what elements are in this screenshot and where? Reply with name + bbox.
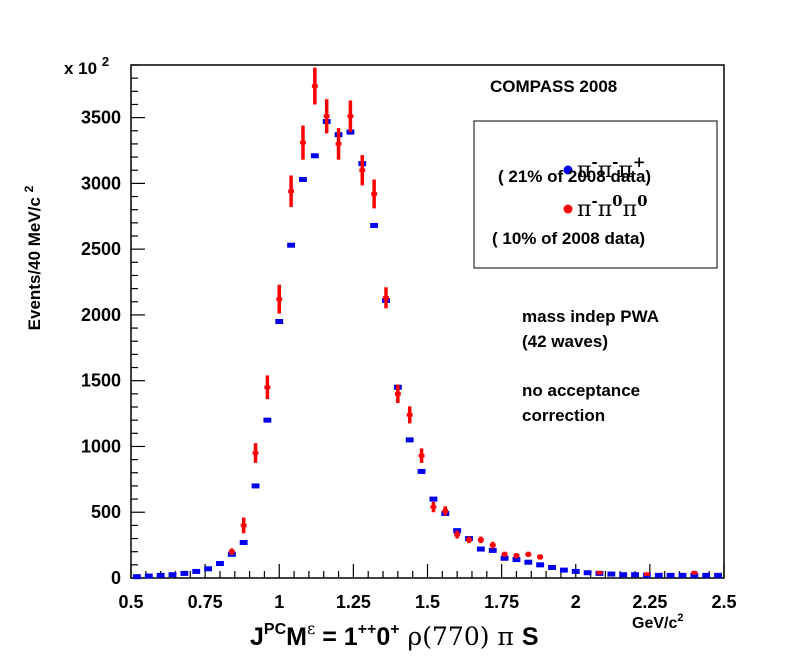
x-axis-label: JPCMε = 1++0+ ρ(770) π S: [250, 619, 539, 651]
data-point-series-1: [168, 572, 177, 578]
data-point-series-1: [607, 571, 616, 577]
data-point-series-1: [524, 559, 533, 565]
legend-label-series-1: π-π-π+: [577, 153, 645, 183]
x-tick-label: 0.5: [118, 592, 143, 612]
data-point-series-1: [548, 564, 556, 570]
data-point-series-1: [666, 572, 675, 578]
note-correction: correction: [522, 406, 605, 425]
data-point-series-1: [678, 572, 687, 578]
note-acceptance: no acceptance: [522, 381, 640, 400]
data-point-series-1: [299, 176, 307, 182]
data-point-series-1: [310, 153, 319, 159]
data-point-series-1: [263, 417, 272, 423]
data-point-series-1: [216, 561, 224, 567]
x-tick-label: 2: [571, 592, 581, 612]
data-point-series-1: [690, 572, 699, 578]
y-axis: 0 500 1000 1500 2000 2500 3000 3500: [81, 64, 145, 588]
experiment-label: COMPASS 2008: [490, 77, 617, 96]
y-tick-label: 1500: [81, 371, 121, 391]
y-axis-label-main: Events/40 MeV/c: [25, 197, 44, 330]
data-point-series-1: [654, 572, 663, 578]
data-point-series-1: [702, 572, 711, 578]
x-tick-label: 0.75: [188, 592, 223, 612]
x-axis-unit: GeV/c2: [632, 612, 683, 632]
y-tick-label: 3500: [81, 108, 121, 128]
x-tick-label: 1.25: [336, 592, 371, 612]
data-point-series-1: [287, 242, 296, 248]
data-point-series-1: [429, 496, 438, 502]
legend-label-series-2: π-π0π0: [577, 192, 648, 222]
data-point-series-1: [275, 319, 284, 324]
legend: π-π-π+ ( 21% of 2008 data) π-π0π0 ( 10% …: [473, 120, 718, 269]
x-tick-label: 1: [274, 592, 284, 612]
y-exponent-label: x 10 2: [64, 54, 109, 78]
x-tick-label: 2.25: [632, 592, 667, 612]
data-point-series-1: [239, 539, 248, 545]
data-point-series-1: [144, 573, 153, 579]
note-pwa: mass indep PWA: [522, 307, 659, 326]
legend-note-series-2: ( 10% of 2008 data): [492, 229, 645, 248]
data-point-series-1: [405, 437, 414, 443]
data-point-series-1: [512, 557, 521, 563]
legend-marker-series-1: [563, 165, 573, 175]
data-point-series-1: [559, 567, 568, 573]
data-point-series-1: [536, 562, 545, 568]
data-point-series-1: [488, 547, 497, 553]
data-point-series-1: [571, 568, 580, 574]
series-layer: [133, 67, 722, 580]
data-point-series-1: [583, 570, 592, 576]
legend-box: [473, 120, 718, 269]
y-axis-label: Events/40 MeV/c 2: [22, 185, 44, 330]
data-point-series-1: [631, 572, 639, 578]
x-tick-label: 2.5: [711, 592, 736, 612]
y-tick-label: 3000: [81, 173, 121, 193]
data-point-series-1: [133, 574, 141, 580]
x-tick-label: 1.5: [415, 592, 440, 612]
data-point-series-1: [156, 572, 165, 578]
x-axis: 0.5 0.75 1 1.25 1.5 1.75 2 2.25 2.5: [118, 564, 737, 612]
x-tick-label: 1.75: [484, 592, 519, 612]
data-point-series-1: [251, 483, 260, 489]
y-tick-label: 0: [111, 568, 121, 588]
data-point-series-1: [476, 546, 485, 552]
y-tick-label: 2500: [81, 239, 121, 259]
data-point-series-1: [417, 468, 426, 474]
data-point-series-1: [619, 572, 628, 578]
legend-marker-series-2: [563, 204, 573, 214]
y-tick-label: 1000: [81, 436, 121, 456]
note-waves: (42 waves): [522, 332, 608, 351]
data-point-series-1: [714, 572, 722, 578]
y-tick-label: 500: [91, 502, 121, 522]
data-point-series-1: [500, 555, 509, 561]
y-exponent-power: 2: [102, 54, 109, 69]
data-point-series-1: [370, 222, 379, 228]
data-point-series-1: [180, 570, 189, 576]
y-axis-label-sup: 2: [22, 185, 36, 192]
y-exponent-base: x 10: [64, 59, 97, 78]
legend-note-series-1: ( 21% of 2008 data): [498, 167, 651, 186]
data-point-series-1: [192, 568, 201, 574]
data-point-series-1: [204, 566, 213, 572]
y-tick-label: 2000: [81, 305, 121, 325]
